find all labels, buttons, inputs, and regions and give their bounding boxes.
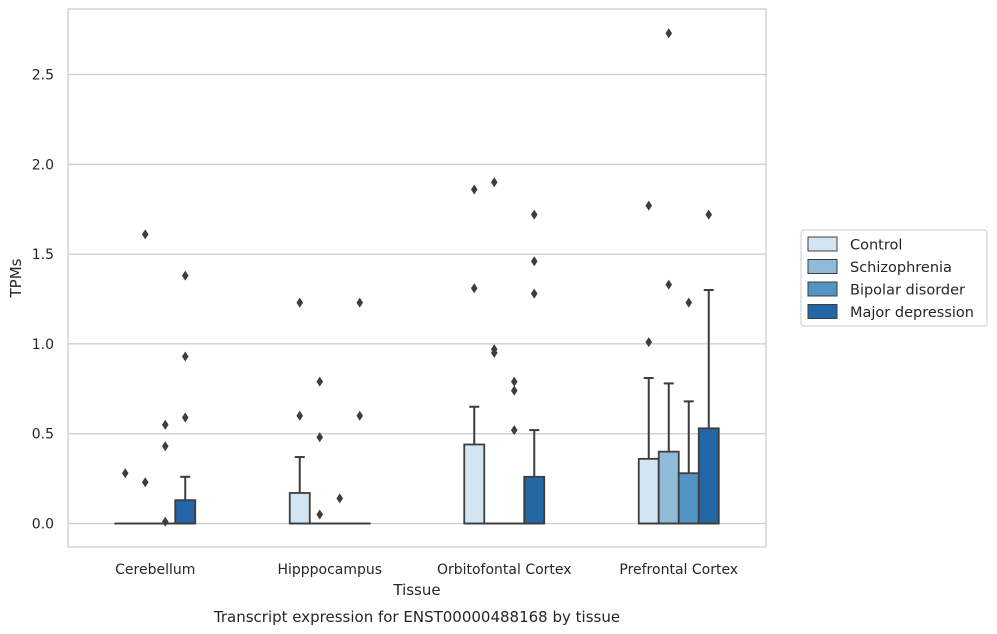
- y-tick-label: 0.5: [32, 427, 54, 443]
- outlier-point: [181, 412, 189, 423]
- y-tick-label: 2.0: [32, 157, 54, 173]
- legend-label: Schizophrenia: [850, 260, 952, 276]
- box-group: [134, 229, 157, 525]
- legend-swatch: [807, 259, 838, 274]
- legend-label: Control: [850, 238, 902, 254]
- outlier-point: [141, 477, 149, 488]
- outlier-point: [296, 410, 304, 421]
- outlier-point: [181, 270, 189, 281]
- x-tick-label: Prefrontal Cortex: [619, 562, 738, 578]
- legend-label: Bipolar disorder: [850, 283, 965, 299]
- legend: Control Schizophrenia Bipolar disorder Majo…: [800, 229, 988, 327]
- box-group: [328, 493, 351, 525]
- outlier-point: [530, 209, 538, 220]
- boxes: [114, 28, 720, 527]
- outlier-point: [510, 385, 518, 396]
- x-tick-label: Cerebellum: [115, 562, 195, 578]
- outlier-point: [121, 468, 129, 479]
- x-axis-title: Tissue: [392, 581, 440, 599]
- x-tick-label: Hipppocampus: [277, 562, 382, 578]
- outlier-point: [356, 410, 364, 421]
- box-group: [657, 28, 680, 525]
- legend-frame: [800, 229, 988, 327]
- x-tick-labels: Cerebellum Hipppocampus Orbitofontal Corte…: [115, 562, 738, 578]
- outlier-point: [490, 344, 498, 355]
- outlier-point: [705, 209, 713, 220]
- box: [697, 427, 720, 525]
- box-group: [463, 184, 486, 525]
- plot-frame: [67, 8, 767, 548]
- outlier-point: [665, 28, 673, 39]
- outlier-point: [181, 351, 189, 362]
- outlier-point: [645, 337, 653, 348]
- outlier-point: [645, 200, 653, 211]
- outlier-point: [316, 509, 324, 520]
- box-group: [677, 297, 700, 525]
- outlier-point: [161, 441, 169, 452]
- box-group: [348, 297, 371, 525]
- outlier-point: [530, 288, 538, 299]
- box-group: [637, 200, 660, 525]
- y-tick-label: 1.5: [32, 247, 54, 263]
- outlier-point: [530, 256, 538, 267]
- box: [523, 475, 546, 525]
- outlier-point: [316, 432, 324, 443]
- outlier-point: [490, 177, 498, 188]
- box-group: [483, 177, 506, 525]
- box-group: [288, 297, 311, 525]
- legend-label: Major depression: [850, 305, 974, 321]
- outlier-point: [470, 184, 478, 195]
- legend-swatch: [807, 281, 838, 297]
- y-tick-label: 2.5: [32, 68, 54, 84]
- legend-swatch: [807, 304, 838, 319]
- legend-swatch: [807, 236, 838, 252]
- outlier-point: [470, 283, 478, 294]
- x-tick-label: Orbitofontal Cortex: [437, 562, 572, 578]
- box: [288, 492, 311, 525]
- box: [174, 499, 197, 525]
- box-group: [523, 209, 546, 525]
- box-group: [697, 209, 720, 525]
- y-tick-labels: 0.0 0.5 1.0 1.5 2.0 2.5: [32, 68, 54, 533]
- outlier-point: [356, 297, 364, 308]
- box: [677, 472, 700, 525]
- chart-caption: Transcript expression for ENST0000048816…: [213, 608, 620, 626]
- outlier-point: [510, 425, 518, 436]
- box: [463, 443, 486, 525]
- box: [657, 450, 680, 525]
- outlier-point: [141, 229, 149, 240]
- y-axis-title: TPMs: [7, 258, 25, 298]
- outlier-point: [161, 516, 169, 527]
- y-tick-label: 0.0: [32, 517, 54, 533]
- outlier-point: [316, 376, 324, 387]
- y-tick-label: 1.0: [32, 337, 54, 353]
- box-group: [174, 270, 197, 525]
- outlier-point: [161, 419, 169, 430]
- outlier-point: [510, 376, 518, 387]
- outlier-point: [685, 297, 693, 308]
- outlier-point: [665, 279, 673, 290]
- box: [637, 457, 660, 525]
- outlier-point: [336, 493, 344, 504]
- outlier-point: [296, 297, 304, 308]
